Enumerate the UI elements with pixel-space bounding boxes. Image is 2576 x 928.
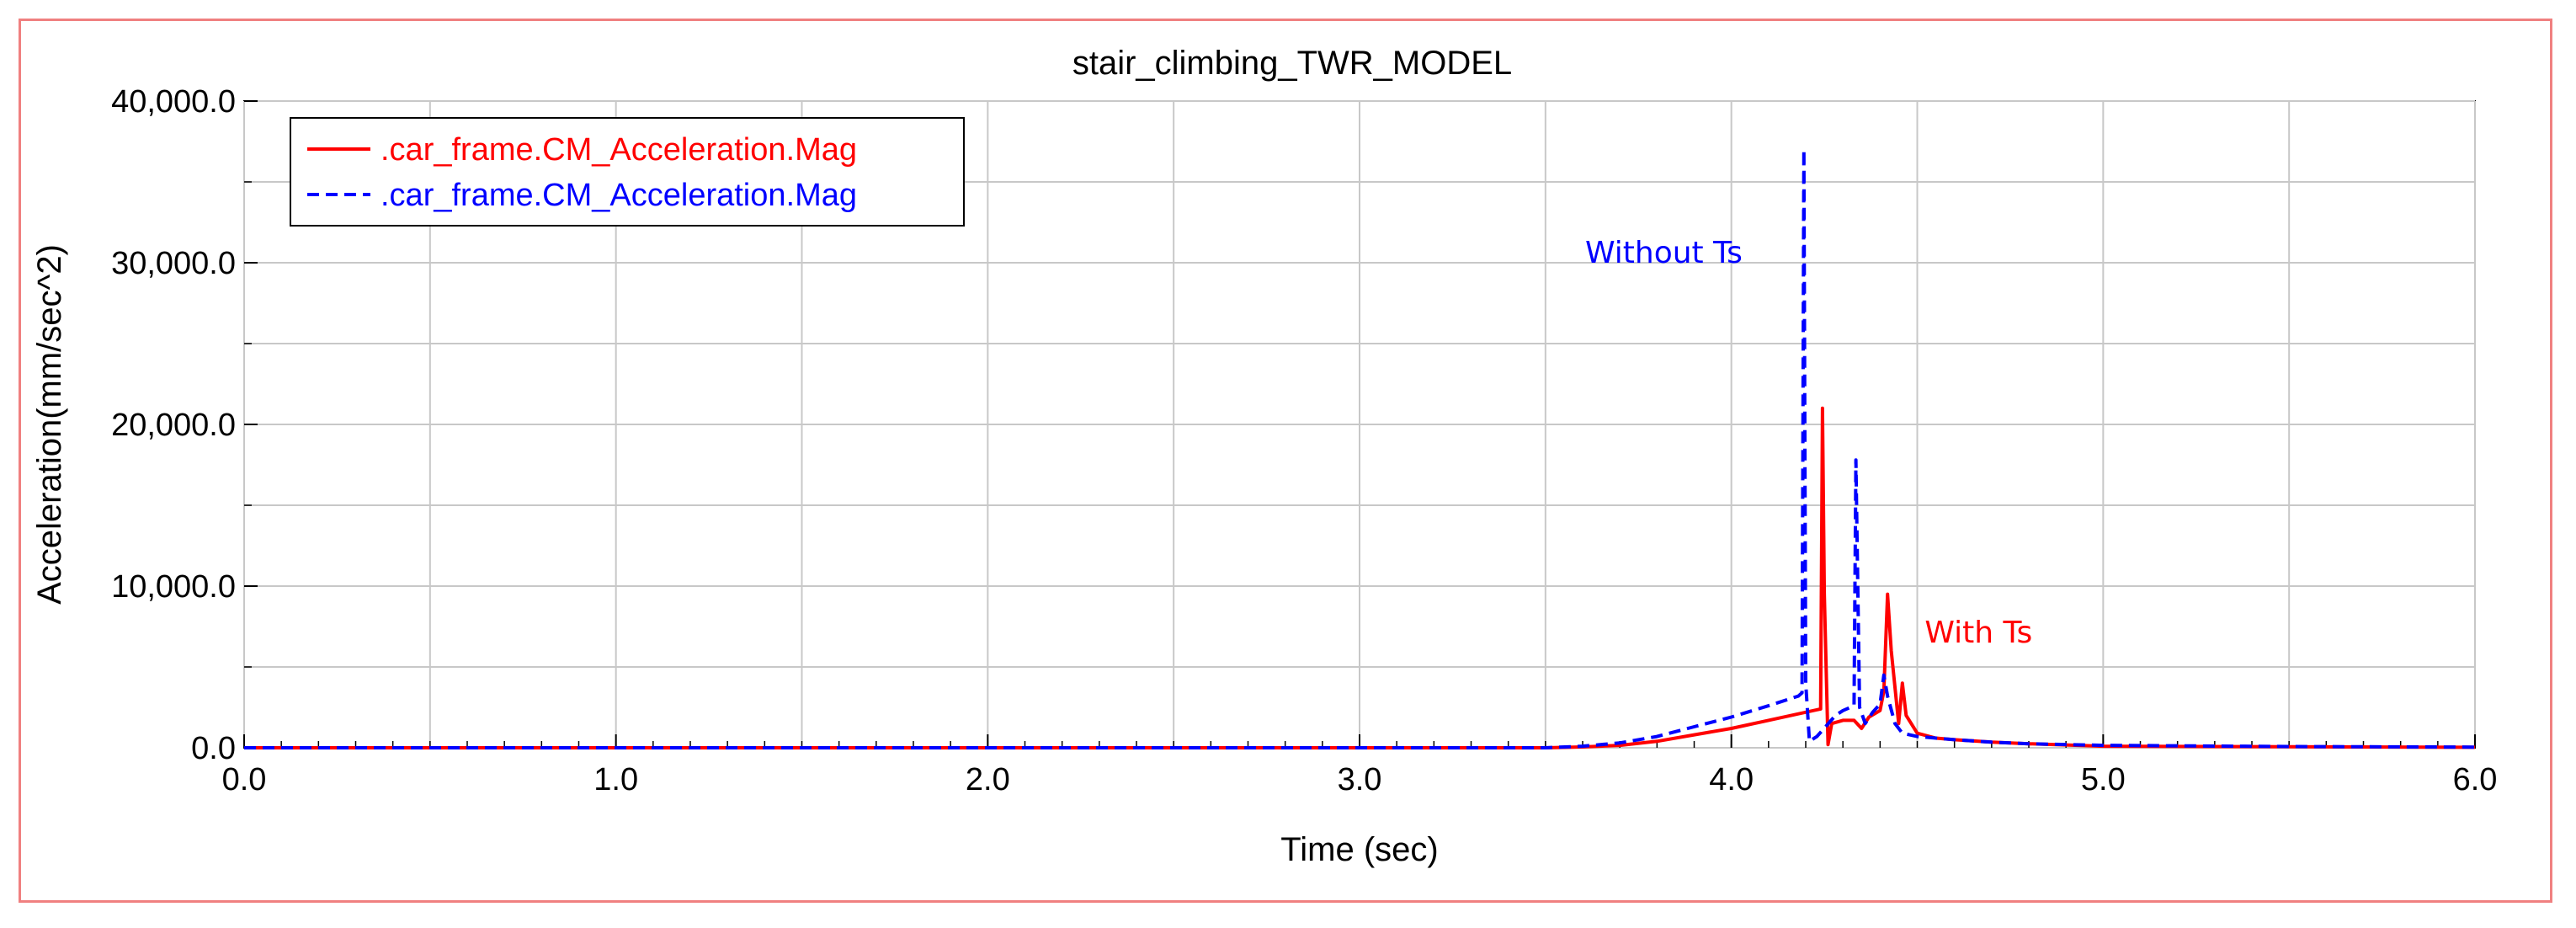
y-tick-label: 10,000.0: [111, 569, 236, 605]
annotation-2: With Ts: [1924, 616, 2032, 650]
x-tick-label: 3.0: [1338, 762, 1382, 797]
series-group: [244, 147, 2476, 749]
series-line-2: [244, 147, 2476, 749]
x-tick-label: 6.0: [2453, 762, 2498, 797]
y-axis-label: Acceleration(mm/sec^2): [31, 244, 68, 605]
legend-label-series-1: .car_frame.CM_Acceleration.Mag: [381, 132, 857, 168]
x-tick-label: 4.0: [1709, 762, 1754, 797]
x-tick-label: 0.0: [222, 762, 267, 797]
annotations: Without Ts With Ts: [1585, 236, 2032, 650]
chart-title: stair_climbing_TWR_MODEL: [1072, 45, 1512, 82]
x-tick-label: 2.0: [966, 762, 1010, 797]
x-axis-label: Time (sec): [1280, 831, 1438, 868]
axis-ticks: 0.0 1.0 2.0 3.0 4.0 5.0 6.0 0.0 10,000.0 20,000.0…: [111, 84, 2497, 797]
x-tick-label: 5.0: [2081, 762, 2126, 797]
y-tick-label: 40,000.0: [111, 84, 236, 120]
annotation-1: Without Ts: [1585, 236, 1743, 270]
legend-box: [290, 117, 965, 227]
legend-label-series-2: .car_frame.CM_Acceleration.Mag: [381, 178, 857, 213]
x-tick-label: 1.0: [593, 762, 638, 797]
y-tick-label: 30,000.0: [111, 246, 236, 281]
y-tick-label: 20,000.0: [111, 408, 236, 443]
y-tick-label: 0.0: [191, 731, 236, 766]
legend: .car_frame.CM_Acceleration.Mag .car_fram…: [290, 117, 965, 227]
